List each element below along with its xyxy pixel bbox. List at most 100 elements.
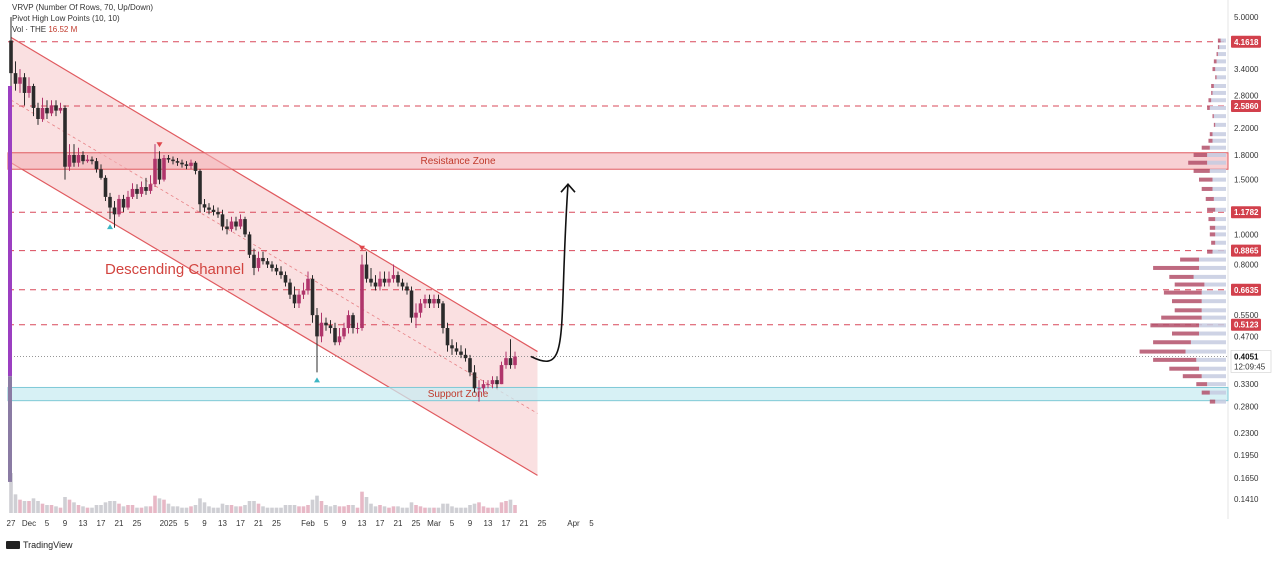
candle-body bbox=[139, 187, 144, 194]
volume-profile-bar-down bbox=[1212, 132, 1226, 137]
volume-profile-bar-up bbox=[1182, 374, 1202, 379]
volume-bar bbox=[9, 473, 13, 513]
volume-profile-bar-up bbox=[1207, 249, 1213, 254]
y-axis-tick-label: 0.8000 bbox=[1234, 261, 1259, 270]
candle-body bbox=[490, 380, 495, 385]
volume-bar bbox=[67, 499, 72, 513]
level-badge-label: 2.5860 bbox=[1234, 102, 1259, 111]
candle-body bbox=[495, 380, 499, 385]
volume-bar bbox=[315, 495, 319, 513]
volume-bar bbox=[225, 505, 229, 513]
candle-body bbox=[306, 278, 310, 291]
x-axis-tick-label: 13 bbox=[79, 519, 88, 528]
candle-body bbox=[279, 271, 283, 276]
candle-body bbox=[229, 221, 234, 230]
volume-bar bbox=[373, 506, 378, 513]
candle-body bbox=[513, 356, 517, 366]
volume-profile-bar-down bbox=[1212, 186, 1226, 191]
pivot-low-marker bbox=[314, 377, 320, 383]
volume-profile-bar-up bbox=[1153, 265, 1199, 270]
volume-profile-bar-up bbox=[1153, 340, 1191, 345]
volume-bar bbox=[414, 505, 418, 513]
x-axis-tick-label: 5 bbox=[589, 519, 594, 528]
candle-body bbox=[162, 158, 166, 180]
volume-bar bbox=[427, 507, 432, 513]
y-axis-tick-label: 2.2000 bbox=[1234, 124, 1259, 133]
candle-body bbox=[481, 384, 486, 389]
candle-body bbox=[225, 226, 229, 230]
volume-bar bbox=[468, 505, 472, 513]
y-axis-tick-label: 0.4700 bbox=[1234, 332, 1259, 341]
volume-profile-bar-down bbox=[1215, 67, 1226, 72]
x-axis-tick-label: 17 bbox=[376, 519, 385, 528]
x-axis-tick-label: 9 bbox=[63, 519, 68, 528]
tradingview-logo-icon bbox=[6, 541, 20, 549]
resistance-zone-label: Resistance Zone bbox=[420, 156, 495, 167]
volume-profile-bar-down bbox=[1216, 75, 1226, 80]
candle-countdown-label: 12:09:45 bbox=[1234, 362, 1266, 371]
level-badge bbox=[1231, 318, 1261, 331]
candle-body bbox=[315, 315, 319, 337]
volume-bar bbox=[306, 505, 310, 513]
volume-bar bbox=[139, 507, 144, 513]
legend-vrvp[interactable]: VRVP (Number Of Rows, 70, Up/Down) bbox=[12, 3, 154, 12]
volume-bar bbox=[175, 506, 180, 513]
y-axis-tick-label: 5.0000 bbox=[1234, 13, 1259, 22]
legend-pivots[interactable]: Pivot High Low Points (10, 10) bbox=[12, 14, 120, 23]
volume-profile-bar-up bbox=[1209, 232, 1216, 237]
volume-bar bbox=[229, 505, 234, 513]
volume-profile-bar-down bbox=[1204, 282, 1226, 287]
candle-body bbox=[184, 164, 189, 166]
volume-profile-bar-up bbox=[1207, 207, 1216, 212]
volume-bar bbox=[486, 507, 490, 513]
candle-body bbox=[319, 322, 324, 337]
candle-body bbox=[198, 170, 202, 205]
level-badge bbox=[1231, 35, 1261, 48]
volume-bar bbox=[193, 505, 198, 513]
volume-bar bbox=[121, 506, 126, 513]
volume-profile-bar-down bbox=[1209, 390, 1226, 395]
candle-body bbox=[504, 358, 508, 366]
volume-profile-bar-up bbox=[1188, 160, 1208, 165]
volume-bar bbox=[405, 507, 409, 513]
candle-body bbox=[283, 275, 288, 283]
candle-body bbox=[144, 187, 148, 191]
volume-bar bbox=[189, 506, 193, 513]
volume-profile-bar-down bbox=[1212, 138, 1226, 143]
candle-body bbox=[90, 159, 94, 162]
volume-bar bbox=[351, 505, 355, 513]
candle-body bbox=[130, 188, 135, 197]
volume-bar bbox=[90, 507, 94, 513]
volume-bar bbox=[72, 502, 76, 513]
tradingview-logo[interactable]: TradingView bbox=[6, 540, 73, 550]
candle-body bbox=[265, 261, 270, 265]
y-axis-tick-label: 0.1410 bbox=[1234, 495, 1259, 504]
candle-body bbox=[49, 105, 54, 114]
level-badge-label: 0.5123 bbox=[1234, 321, 1259, 330]
candle-body bbox=[72, 154, 76, 163]
volume-bar bbox=[202, 502, 207, 513]
candle-body bbox=[202, 204, 207, 208]
volume-profile-bar-up bbox=[1209, 132, 1213, 137]
volume-profile-bar-up bbox=[1211, 240, 1216, 245]
pivot-high-marker bbox=[359, 245, 365, 251]
volume-bar bbox=[49, 505, 54, 513]
legend-volume[interactable]: Vol · THE 16.52 M bbox=[12, 24, 153, 35]
candle-body bbox=[360, 264, 364, 329]
y-axis-tick-label: 1.8000 bbox=[1234, 151, 1259, 160]
y-axis-tick-label: 0.2800 bbox=[1234, 402, 1259, 411]
volume-bar bbox=[337, 506, 342, 513]
current-price-label: 0.4051 bbox=[1234, 352, 1259, 361]
candle-body bbox=[175, 161, 180, 163]
volume-profile-bar-down bbox=[1199, 331, 1226, 336]
volume-bar bbox=[472, 503, 477, 513]
candle-body bbox=[472, 372, 477, 389]
candle-body bbox=[256, 257, 261, 268]
volume-profile-bar-down bbox=[1213, 196, 1226, 201]
volume-profile-bar-up bbox=[1216, 52, 1218, 57]
volume-bar bbox=[18, 499, 22, 513]
volume-profile-bar-down bbox=[1207, 160, 1226, 165]
candle-body bbox=[126, 196, 130, 208]
